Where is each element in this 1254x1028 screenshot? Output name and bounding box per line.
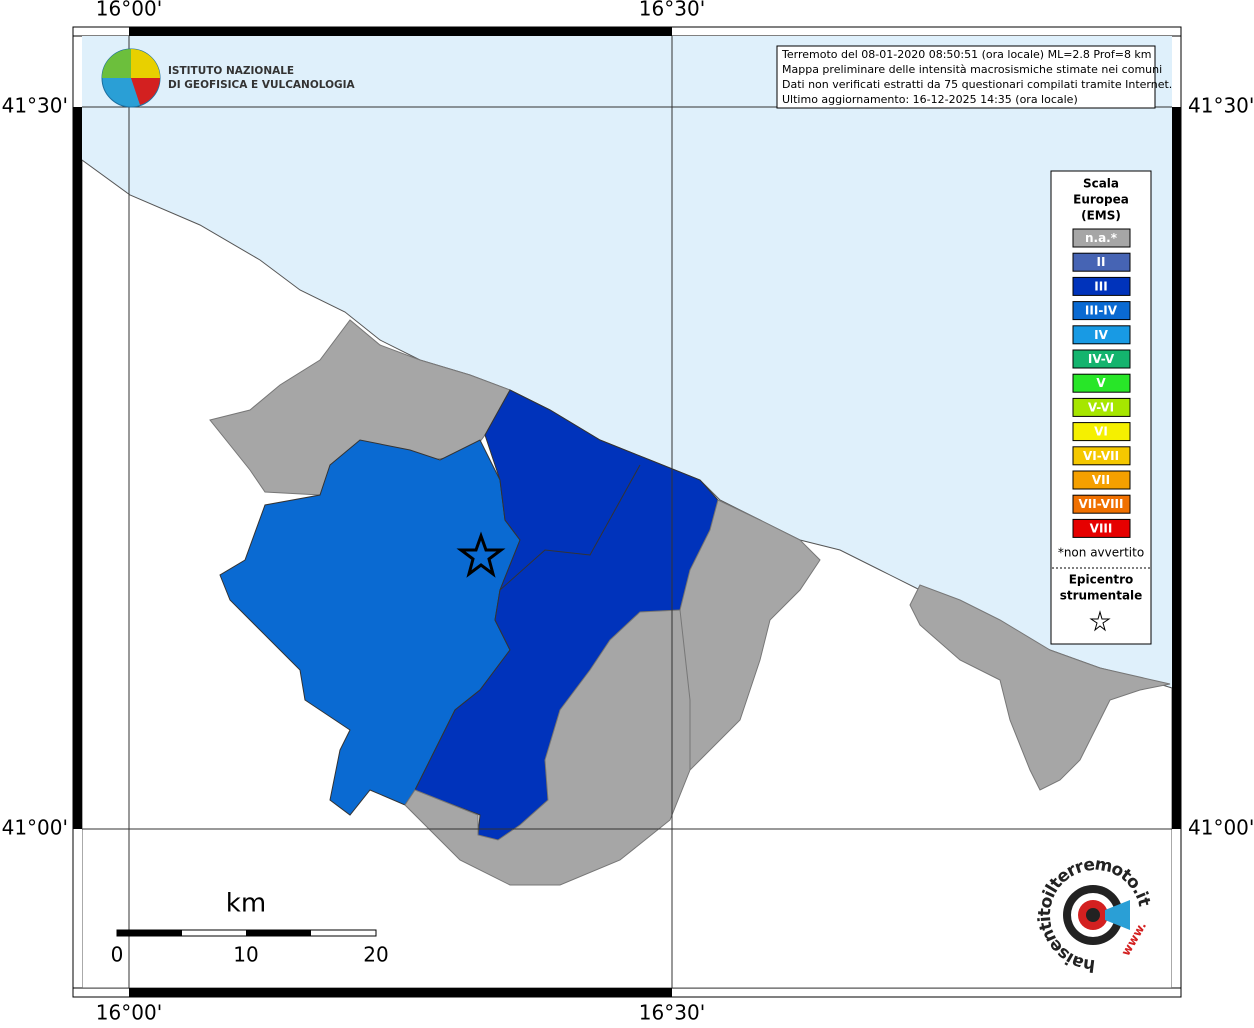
legend-label: VIII: [1090, 521, 1113, 535]
legend-swatch: [1072, 373, 1131, 393]
boundary: [679, 609, 691, 770]
info: Terremoto del 08-01-2020 08:50:51 (ora l…: [781, 48, 1172, 106]
legend-label: II: [1097, 255, 1106, 269]
legend-label: VI-VII: [1083, 449, 1119, 463]
legend-title: Europea: [1073, 193, 1129, 207]
legend-label: IV: [1094, 328, 1108, 342]
region-gray: [909, 584, 1171, 791]
legend-swatch: [1072, 494, 1131, 514]
scale-label: 20: [363, 943, 388, 967]
legend-star: [1089, 610, 1111, 632]
lon-label: 16°30': [639, 1001, 705, 1025]
info-line: Ultimo aggiornamento: 16-12-2025 14:35 (…: [782, 93, 1078, 106]
logo-text: DI GEOFISICA E VULCANOLOGIA: [168, 79, 356, 91]
legend-label: VII: [1092, 473, 1110, 487]
frame-seg: [1172, 107, 1181, 829]
legend-items: n.a.*IIIIIIII-IVIVIV-VVV-VIVIVI-VIIVIIVI…: [1072, 228, 1131, 538]
legend-swatch: [1072, 276, 1131, 296]
map-area: [82, 36, 1172, 988]
info-box: [776, 45, 1156, 109]
info-line: Mappa preliminare delle intensità macros…: [782, 63, 1162, 76]
lon-label: 16°30': [639, 0, 705, 21]
legend-title: (EMS): [1081, 209, 1121, 223]
legend-swatch: [1072, 470, 1131, 490]
boundary: [499, 464, 641, 591]
info-line: Terremoto del 08-01-2020 08:50:51 (ora l…: [781, 48, 1152, 61]
legend-label: VI: [1094, 425, 1108, 439]
scale-label: 0: [111, 943, 124, 967]
legend-label: n.a.*: [1085, 231, 1118, 245]
scale-unit: km: [226, 889, 266, 919]
legend-epicenter: strumentale: [1060, 589, 1143, 603]
scale-label: 10: [233, 943, 258, 967]
legend-swatch: [1072, 349, 1131, 369]
legend-epicenter: Epicentro: [1069, 573, 1134, 587]
legend-swatch: [1072, 518, 1131, 538]
legend-label: III: [1094, 279, 1107, 293]
legend-swatch: [1072, 301, 1131, 321]
lat-label: 41°30': [1188, 94, 1254, 118]
frame-seg: [129, 988, 672, 997]
legend-swatch: [1072, 252, 1131, 272]
scale-bar: km 0 10 20: [111, 889, 389, 967]
brand-speaker: [1105, 900, 1130, 930]
legend-note: *non avvertito: [1058, 546, 1144, 560]
legend-swatch: [1072, 422, 1131, 442]
ingv-logo: ISTITUTO NAZIONALE DI GEOFISICA E VULCAN…: [101, 48, 356, 108]
lat-label: 41°00': [2, 816, 68, 840]
legend-swatch: [1072, 397, 1131, 417]
lat-label: 41°00': [1188, 816, 1254, 840]
lon-label: 16°00': [96, 0, 162, 21]
brand-ring: [1086, 908, 1100, 922]
legend-swatch: [1072, 446, 1131, 466]
scale-seg: [117, 930, 182, 936]
frame-seg: [73, 107, 82, 829]
legend-swatch: [1072, 228, 1131, 248]
logo-text: ISTITUTO NAZIONALE: [168, 65, 294, 77]
logo-part: [102, 49, 131, 78]
legend-label: IV-V: [1088, 352, 1115, 366]
legend-label: III-IV: [1085, 304, 1118, 318]
legend-label: V-VI: [1088, 400, 1114, 414]
scale-seg: [246, 930, 311, 936]
legend-label: V: [1096, 376, 1106, 390]
info-line: Dati non verificati estratti da 75 quest…: [782, 78, 1172, 91]
epicenter-star: [456, 531, 506, 578]
logo-part: [131, 49, 160, 78]
legend-label: VII-VIII: [1078, 497, 1123, 511]
legend-title: Scala: [1083, 177, 1119, 191]
frame-seg: [129, 27, 672, 36]
region-gray: [404, 499, 821, 886]
legend-swatch: [1072, 325, 1131, 345]
lat-label: 41°30': [2, 94, 68, 118]
lon-label: 16°00': [96, 1001, 162, 1025]
logo-part: [131, 78, 160, 105]
